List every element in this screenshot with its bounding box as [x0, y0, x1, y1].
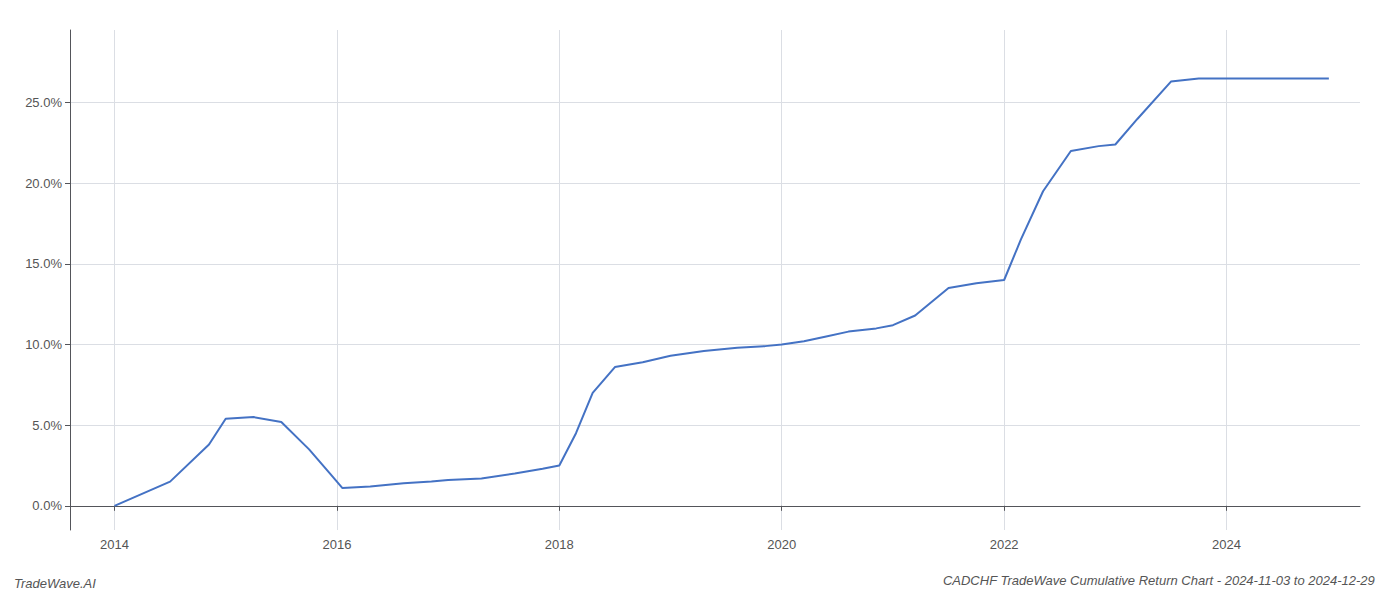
svg-text:15.0%: 15.0%: [25, 256, 62, 271]
svg-text:2018: 2018: [545, 537, 574, 552]
svg-text:TradeWave.AI: TradeWave.AI: [14, 576, 96, 591]
svg-text:0.0%: 0.0%: [32, 498, 62, 513]
svg-text:2024: 2024: [1212, 537, 1241, 552]
svg-text:10.0%: 10.0%: [25, 337, 62, 352]
svg-text:CADCHF TradeWave Cumulative Re: CADCHF TradeWave Cumulative Return Chart…: [943, 573, 1375, 588]
svg-text:2016: 2016: [322, 537, 351, 552]
svg-text:5.0%: 5.0%: [32, 418, 62, 433]
svg-text:25.0%: 25.0%: [25, 95, 62, 110]
svg-text:2014: 2014: [100, 537, 129, 552]
svg-text:2020: 2020: [767, 537, 796, 552]
svg-text:2022: 2022: [990, 537, 1019, 552]
svg-text:20.0%: 20.0%: [25, 176, 62, 191]
